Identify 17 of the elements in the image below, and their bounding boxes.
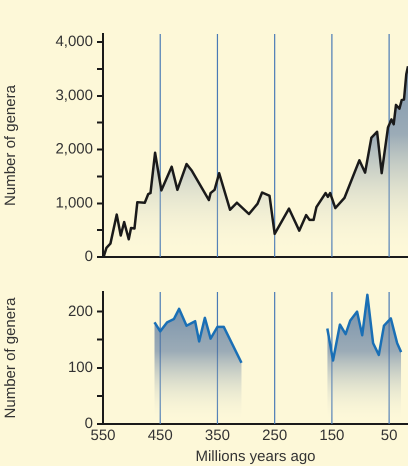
y-tick-label: 2,000 (55, 140, 93, 158)
y-tick-label: 0 (84, 248, 93, 266)
y-axis-title: Number of genera (2, 296, 20, 418)
y-tick-label: 3,000 (55, 86, 93, 104)
x-axis-title: Millions years ago (195, 448, 316, 466)
x-tick-label: 150 (319, 427, 344, 444)
x-tick-label: 350 (204, 427, 230, 444)
x-tick-label: 450 (148, 427, 173, 444)
y-tick-label: 1,000 (55, 194, 93, 212)
x-tick-label: 50 (380, 427, 398, 444)
y-tick-label: 200 (68, 302, 93, 320)
x-tick-label: 250 (262, 427, 288, 444)
x-tick-label: 550 (90, 427, 116, 444)
y-axis-title: Number of genera (2, 84, 20, 206)
y-tick-label: 100 (68, 358, 93, 376)
y-tick-label: 0 (84, 415, 93, 432)
y-tick-label: 4,000 (55, 33, 93, 50)
